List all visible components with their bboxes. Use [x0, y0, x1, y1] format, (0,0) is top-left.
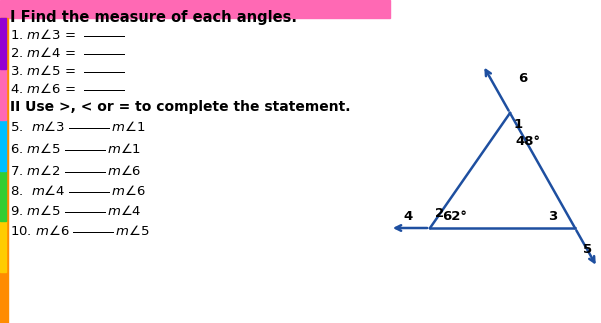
Text: 1. $m\angle3$ =  $\overline{\quad\quad\quad}$: 1. $m\angle3$ = $\overline{\quad\quad\qu… — [10, 28, 124, 42]
Text: 6: 6 — [518, 72, 527, 85]
Text: 10. $m\angle6$ $\overline{\quad\quad\quad}$ $m\angle5$: 10. $m\angle6$ $\overline{\quad\quad\qua… — [10, 224, 150, 238]
Bar — [0, 69, 6, 120]
Text: 1: 1 — [514, 118, 523, 131]
Text: 2: 2 — [435, 207, 444, 220]
Bar — [0, 0, 390, 18]
Text: 3. $m\angle5$ =  $\overline{\quad\quad\quad}$: 3. $m\angle5$ = $\overline{\quad\quad\qu… — [10, 64, 124, 78]
Text: 5.  $m\angle3$ $\overline{\quad\quad\quad}$ $m\angle1$: 5. $m\angle3$ $\overline{\quad\quad\quad… — [10, 120, 145, 134]
Text: 9. $m\angle5$ $\overline{\quad\quad\quad}$ $m\angle4$: 9. $m\angle5$ $\overline{\quad\quad\quad… — [10, 204, 142, 218]
Bar — [0, 120, 6, 171]
Text: I Find the measure of each angles.: I Find the measure of each angles. — [10, 10, 297, 25]
Bar — [0, 18, 8, 323]
Text: 4: 4 — [403, 210, 413, 223]
Bar — [0, 171, 6, 221]
Text: II Use >, < or = to complete the statement.: II Use >, < or = to complete the stateme… — [10, 100, 350, 114]
Text: 5: 5 — [583, 243, 592, 256]
Text: 62°: 62° — [442, 210, 467, 223]
Bar — [0, 221, 6, 272]
Bar — [0, 272, 6, 323]
Text: 7. $m\angle2$ $\overline{\quad\quad\quad}$ $m\angle6$: 7. $m\angle2$ $\overline{\quad\quad\quad… — [10, 164, 141, 178]
Text: 48°: 48° — [515, 135, 540, 148]
Text: 6. $m\angle5$ $\overline{\quad\quad\quad}$ $m\angle1$: 6. $m\angle5$ $\overline{\quad\quad\quad… — [10, 142, 141, 156]
Bar — [0, 18, 6, 69]
Text: 3: 3 — [548, 210, 557, 223]
Text: 4. $m\angle6$ =  $\overline{\quad\quad\quad}$: 4. $m\angle6$ = $\overline{\quad\quad\qu… — [10, 82, 124, 96]
Text: 2. $m\angle4$ =  $\overline{\quad\quad\quad}$: 2. $m\angle4$ = $\overline{\quad\quad\qu… — [10, 46, 124, 60]
Text: 8.  $m\angle4$ $\overline{\quad\quad\quad}$ $m\angle6$: 8. $m\angle4$ $\overline{\quad\quad\quad… — [10, 184, 145, 198]
